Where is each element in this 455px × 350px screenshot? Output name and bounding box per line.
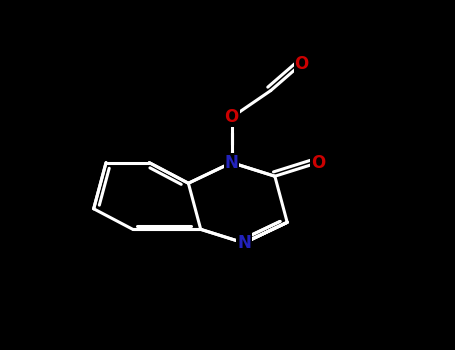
Text: O: O [224, 108, 239, 126]
Text: O: O [311, 154, 325, 172]
Text: N: N [225, 154, 238, 172]
Text: N: N [237, 234, 251, 252]
Text: O: O [224, 108, 239, 126]
Text: N: N [225, 154, 238, 172]
Text: O: O [294, 55, 309, 73]
Text: O: O [294, 55, 309, 73]
Text: O: O [311, 154, 325, 172]
Text: N: N [237, 234, 251, 252]
